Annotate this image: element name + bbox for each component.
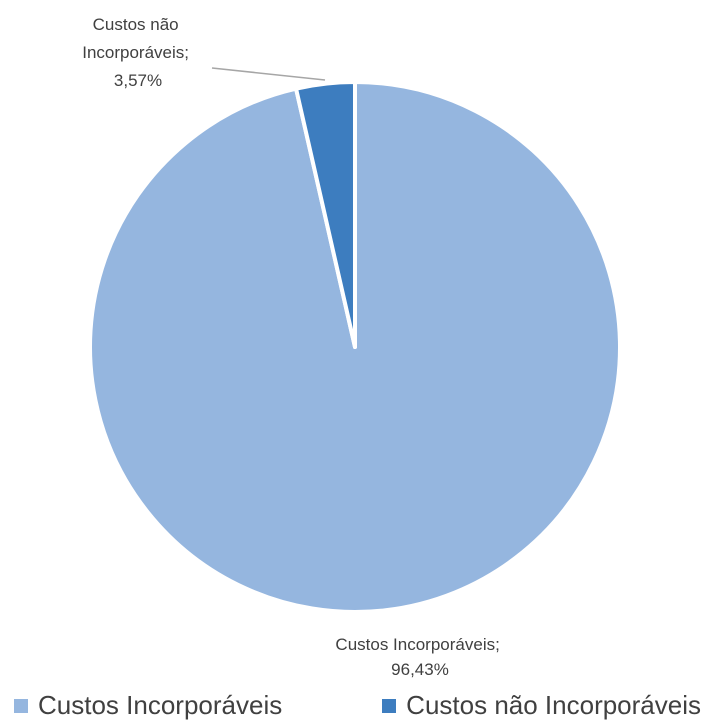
leader-line	[211, 67, 326, 81]
data-label-line: 96,43%	[391, 660, 449, 679]
pie-slice-custos-nao-incorporaveis	[294, 80, 357, 349]
data-label-line: Custos não	[93, 15, 179, 34]
data-label-custos-incorporaveis: Custos Incorporáveis; 96,43%	[335, 635, 504, 679]
legend-label: Custos Incorporáveis	[38, 690, 283, 720]
legend-item-custos-incorporaveis: Custos Incorporáveis	[14, 690, 282, 721]
legend-item-custos-nao-incorporaveis: Custos não Incorporáveis	[382, 690, 701, 721]
pie-slices	[88, 80, 622, 614]
legend-swatch-custos-incorporaveis	[14, 698, 28, 713]
data-label-line: Custos Incorporáveis;	[335, 635, 499, 654]
data-label-line: 3,57%	[114, 71, 162, 90]
legend-label: Custos não Incorporáveis	[406, 690, 701, 720]
data-label-line: Incorporáveis;	[82, 43, 189, 62]
legend: Custos Incorporáveis Custos não Incorpor…	[0, 687, 715, 724]
legend-swatch-custos-nao-incorporaveis	[382, 698, 397, 713]
data-label-custos-nao-incorporaveis: Custos não Incorporáveis; 3,57%	[82, 15, 194, 90]
